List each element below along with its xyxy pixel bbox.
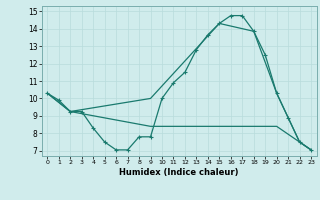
X-axis label: Humidex (Indice chaleur): Humidex (Indice chaleur): [119, 168, 239, 177]
